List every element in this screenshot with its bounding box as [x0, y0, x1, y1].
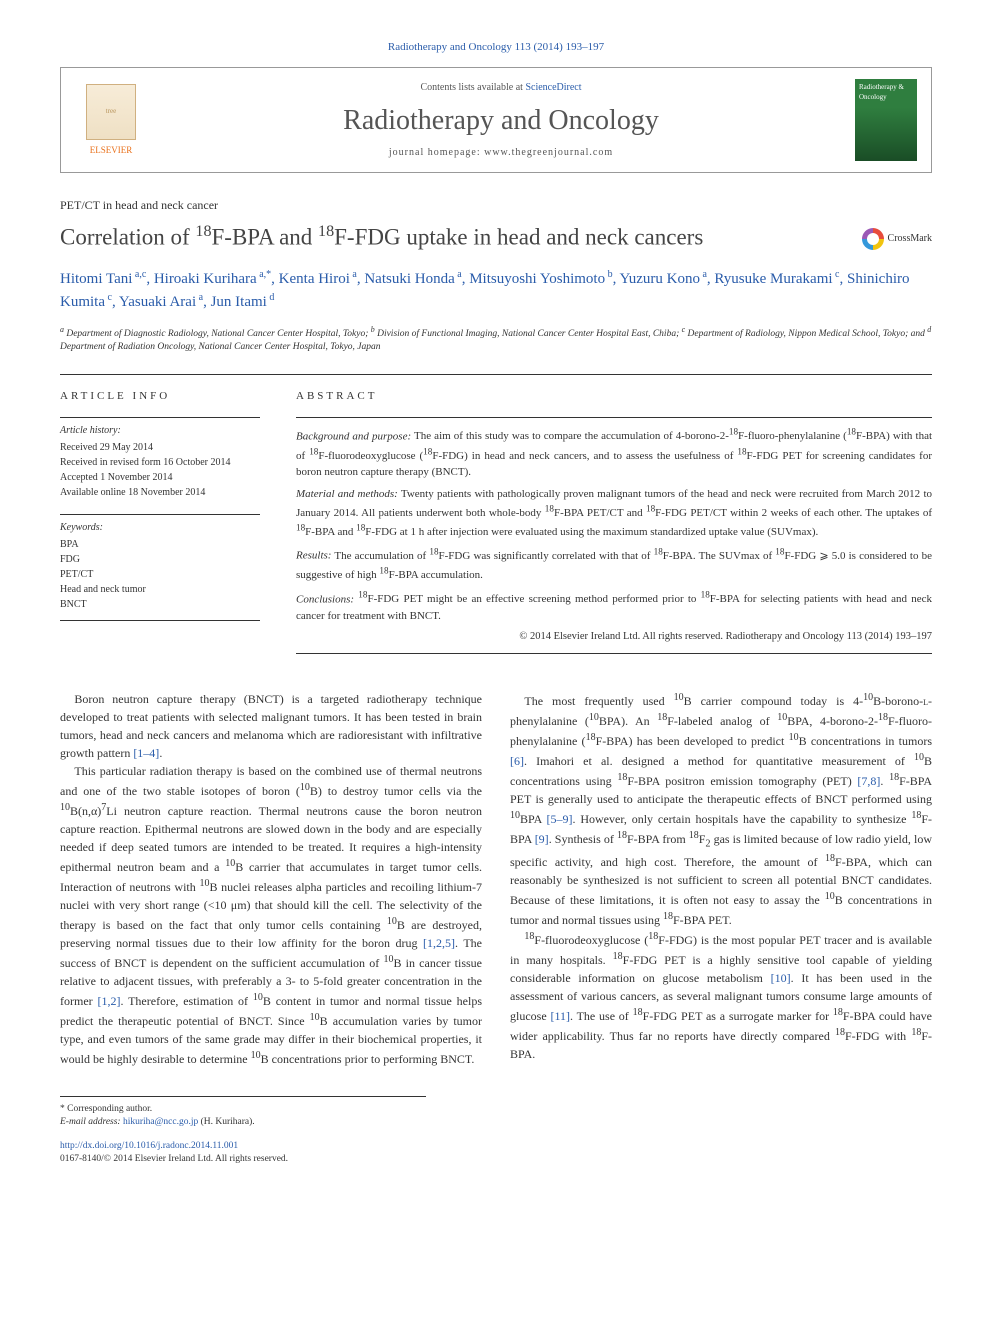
top-citation: Radiotherapy and Oncology 113 (2014) 193…	[60, 40, 932, 55]
article-type: PET/CT in head and neck cancer	[60, 197, 932, 214]
crossmark-label: CrossMark	[888, 232, 932, 246]
con-text: 18F-FDG PET might be an effective screen…	[296, 593, 932, 622]
history-lines: Received 29 May 2014Received in revised …	[60, 440, 260, 500]
con-label: Conclusions:	[296, 593, 354, 605]
mm-label: Material and methods:	[296, 488, 398, 500]
elsevier-tree-icon: tree	[86, 84, 136, 140]
list-item: Available online 18 November 2014	[60, 485, 260, 500]
doi-link[interactable]: http://dx.doi.org/10.1016/j.radonc.2014.…	[60, 1141, 238, 1151]
header-center: Contents lists available at ScienceDirec…	[147, 81, 855, 160]
journal-title: Radiotherapy and Oncology	[147, 101, 855, 140]
body-paragraph: This particular radiation therapy is bas…	[60, 762, 482, 1068]
list-item: Accepted 1 November 2014	[60, 470, 260, 485]
abstract-column: abstract Background and purpose: The aim…	[296, 389, 932, 654]
abstract-conclusions: Conclusions: 18F-FDG PET might be an eff…	[296, 589, 932, 625]
keyword-lines: BPAFDGPET/CTHead and neck tumorBNCT	[60, 537, 260, 612]
keywords-block: Keywords: BPAFDGPET/CTHead and neck tumo…	[60, 514, 260, 621]
corr-email-link[interactable]: hikuriha@ncc.go.jp	[123, 1117, 198, 1127]
body-paragraph: The most frequently used 10B carrier com…	[510, 690, 932, 929]
cover-text: Radiotherapy & Oncology	[859, 83, 904, 101]
abstract-body: Background and purpose: The aim of this …	[296, 417, 932, 654]
list-item: Received 29 May 2014	[60, 440, 260, 455]
elsevier-logo: tree ELSEVIER	[75, 78, 147, 162]
crossmark-badge[interactable]: CrossMark	[862, 228, 932, 250]
email-line: E-mail address: hikuriha@ncc.go.jp (H. K…	[60, 1116, 426, 1129]
authors-list: Hitomi Tani a,c, Hiroaki Kurihara a,*, K…	[60, 267, 932, 314]
list-item: PET/CT	[60, 567, 260, 582]
contents-prefix: Contents lists available at	[420, 82, 525, 93]
history-block: Article history: Received 29 May 2014Rec…	[60, 417, 260, 500]
abstract-heading: abstract	[296, 389, 932, 404]
email-who: (H. Kurihara).	[198, 1117, 254, 1127]
list-item: FDG	[60, 552, 260, 567]
abstract-background: Background and purpose: The aim of this …	[296, 426, 932, 481]
body-text: Boron neutron capture therapy (BNCT) is …	[60, 690, 932, 1068]
body-paragraph: Boron neutron capture therapy (BNCT) is …	[60, 690, 482, 762]
crossmark-icon	[862, 228, 884, 250]
article-title: Correlation of 18F-BPA and 18F-FDG uptak…	[60, 222, 846, 252]
abstract-copyright: © 2014 Elsevier Ireland Ltd. All rights …	[296, 629, 932, 645]
email-label: E-mail address:	[60, 1117, 123, 1127]
keywords-label: Keywords:	[60, 521, 260, 535]
journal-header: tree ELSEVIER Contents lists available a…	[60, 67, 932, 173]
body-paragraph: 18F-fluorodeoxyglucose (18F-FDG) is the …	[510, 929, 932, 1063]
homepage-url[interactable]: www.thegreenjournal.com	[484, 147, 613, 158]
title-row: Correlation of 18F-BPA and 18F-FDG uptak…	[60, 222, 932, 266]
list-item: Received in revised form 16 October 2014	[60, 455, 260, 470]
history-label: Article history:	[60, 424, 260, 438]
bg-label: Background and purpose:	[296, 430, 411, 442]
list-item: Head and neck tumor	[60, 582, 260, 597]
doi-block: http://dx.doi.org/10.1016/j.radonc.2014.…	[60, 1140, 932, 1167]
footnote-block: * Corresponding author. E-mail address: …	[60, 1096, 426, 1130]
article-info-left: article info Article history: Received 2…	[60, 389, 260, 654]
issn-copyright: 0167-8140/© 2014 Elsevier Ireland Ltd. A…	[60, 1153, 932, 1166]
publisher-name: ELSEVIER	[90, 144, 133, 157]
journal-cover-thumb: Radiotherapy & Oncology	[855, 79, 917, 161]
list-item: BPA	[60, 537, 260, 552]
list-item: BNCT	[60, 597, 260, 612]
sciencedirect-link[interactable]: ScienceDirect	[525, 82, 581, 93]
journal-homepage: journal homepage: www.thegreenjournal.co…	[147, 146, 855, 160]
homepage-label: journal homepage:	[389, 147, 484, 158]
abstract-results: Results: The accumulation of 18F-FDG was…	[296, 545, 932, 583]
abstract-methods: Material and methods: Twenty patients wi…	[296, 486, 932, 541]
contents-available-line: Contents lists available at ScienceDirec…	[147, 81, 855, 95]
corresponding-author: * Corresponding author.	[60, 1103, 426, 1116]
article-info-heading: article info	[60, 389, 260, 404]
res-text: The accumulation of 18F-FDG was signific…	[296, 550, 932, 581]
page-root: Radiotherapy and Oncology 113 (2014) 193…	[0, 0, 992, 1206]
res-label: Results:	[296, 550, 331, 562]
affiliations: a Department of Diagnostic Radiology, Na…	[60, 324, 932, 355]
article-info-block: article info Article history: Received 2…	[60, 374, 932, 654]
